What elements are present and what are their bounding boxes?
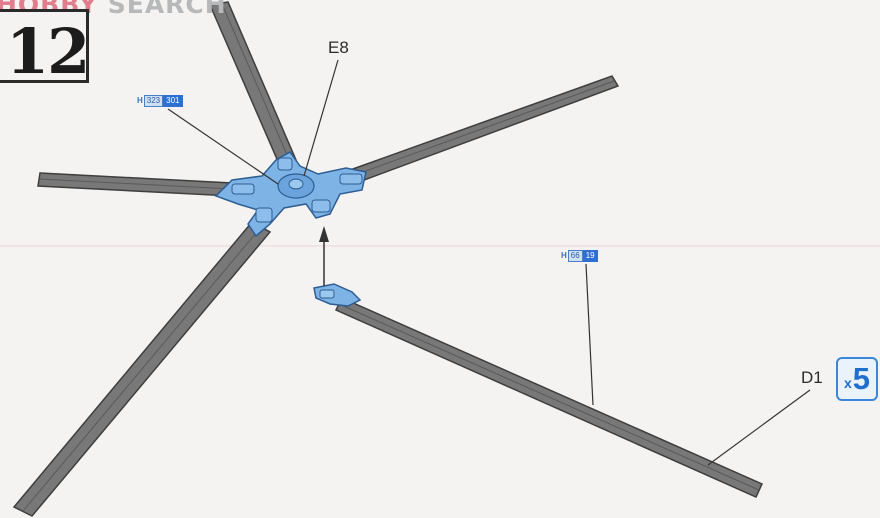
quantity-badge: x 5 [836,357,878,401]
leader-color-2 [585,263,594,406]
color-code-1: H 323 301 [137,94,183,107]
rotor-blade-lower-left [12,221,272,517]
assembly-arrow [319,226,329,286]
step-number: 12 [6,15,90,88]
color-code-2: H 66 19 [561,249,598,262]
rotor-blade-d1 [334,297,764,498]
rotor-blade-left [37,172,233,197]
rotor-hub-e8 [214,151,367,238]
blade-grip [313,283,362,307]
leader-d1 [707,389,811,466]
leader-color-1 [167,108,279,185]
leader-e8 [303,59,339,177]
step-number-box: 12 [0,9,90,88]
part-label-e8: E8 [328,38,349,57]
rotor-blade-right [348,75,620,184]
part-label-d1: D1 [801,368,823,387]
rotor-blade-up [208,1,297,167]
